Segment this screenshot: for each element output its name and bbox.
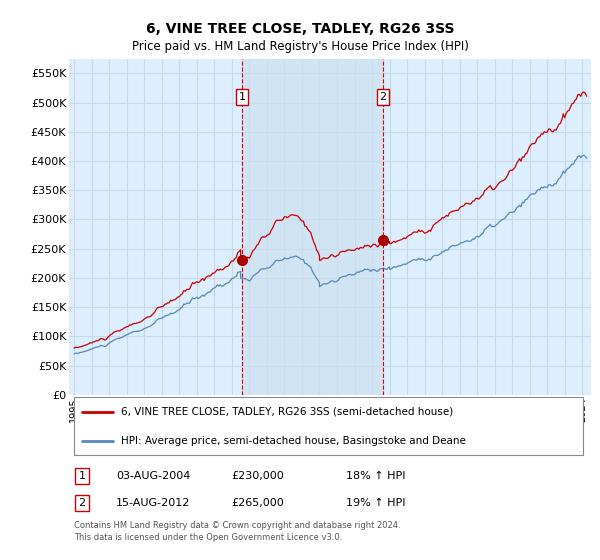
Text: 03-AUG-2004: 03-AUG-2004 — [116, 471, 190, 481]
Text: 15-AUG-2012: 15-AUG-2012 — [116, 498, 190, 508]
Bar — [242, 59, 383, 395]
Text: 2: 2 — [79, 498, 86, 508]
Text: HPI: Average price, semi-detached house, Basingstoke and Deane: HPI: Average price, semi-detached house,… — [121, 436, 466, 446]
FancyBboxPatch shape — [74, 398, 583, 455]
Text: £230,000: £230,000 — [231, 471, 284, 481]
Text: 18% ↑ HPI: 18% ↑ HPI — [346, 471, 405, 481]
Text: Price paid vs. HM Land Registry's House Price Index (HPI): Price paid vs. HM Land Registry's House … — [131, 40, 469, 53]
Text: 2: 2 — [379, 92, 386, 102]
Text: Contains HM Land Registry data © Crown copyright and database right 2024.
This d: Contains HM Land Registry data © Crown c… — [74, 521, 401, 542]
Text: £265,000: £265,000 — [231, 498, 284, 508]
Text: 6, VINE TREE CLOSE, TADLEY, RG26 3SS (semi-detached house): 6, VINE TREE CLOSE, TADLEY, RG26 3SS (se… — [121, 407, 454, 417]
Text: 1: 1 — [239, 92, 245, 102]
Text: 6, VINE TREE CLOSE, TADLEY, RG26 3SS: 6, VINE TREE CLOSE, TADLEY, RG26 3SS — [146, 22, 454, 36]
Text: 1: 1 — [79, 471, 86, 481]
Text: 19% ↑ HPI: 19% ↑ HPI — [346, 498, 405, 508]
